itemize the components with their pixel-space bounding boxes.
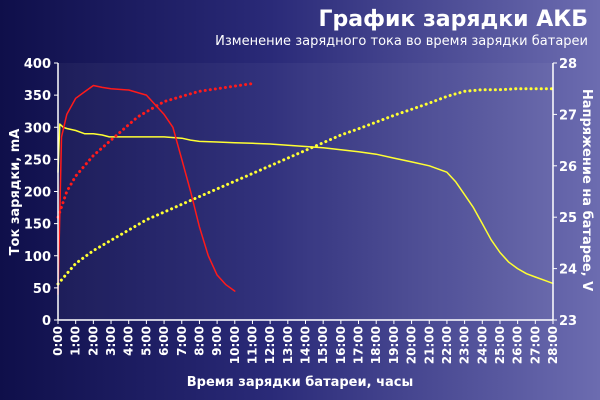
y-tick-label: 250: [24, 153, 51, 168]
y2-tick-label: 23: [559, 314, 577, 329]
x-tick-label: 8:00: [192, 326, 206, 356]
y2-tick-label: 24: [559, 263, 577, 278]
series-line-1: [57, 84, 236, 296]
x-axis-label: Время зарядки батареи, часы: [187, 375, 413, 390]
x-tick-label: 15:00: [316, 326, 330, 364]
y-tick-label: 100: [24, 250, 51, 265]
y-tick-label: 150: [24, 218, 51, 233]
y-tick-label: 300: [24, 121, 51, 136]
axes-layer: 0 50 100 150 200 250 300 350 400 23 24 25 26 27 28 0:00…: [24, 57, 577, 364]
y2-tick-label: 25: [559, 211, 577, 226]
x-tick-label: 19:00: [387, 326, 401, 364]
series-line-0: [57, 123, 554, 285]
x-tick-label: 20:00: [405, 326, 419, 364]
series-line-3: [56, 87, 555, 286]
y2-axis-label: Напряжение на батарее, V: [579, 89, 594, 291]
x-tick-label: 27:00: [528, 326, 542, 364]
y-tick-label: 0: [42, 314, 51, 329]
x-tick-label: 28:00: [546, 326, 560, 364]
y-tick-label: 50: [33, 282, 51, 297]
x-tick-label: 22:00: [440, 326, 454, 364]
y2-tick-label: 28: [559, 57, 577, 72]
x-tick-label: 14:00: [299, 326, 313, 364]
x-tick-label: 26:00: [511, 326, 525, 364]
x-tick-label: 7:00: [175, 326, 189, 356]
x-tick-label: 4:00: [122, 326, 136, 356]
x-tick-label: 3:00: [104, 326, 118, 356]
x-tick-label: 25:00: [493, 326, 507, 364]
plot-background: [58, 63, 553, 320]
series-layer: [56, 82, 555, 296]
y-axis-label: Ток зарядки, mA: [8, 129, 23, 256]
x-tick-label: 1:00: [69, 326, 83, 356]
y2-tick-label: 27: [559, 108, 577, 123]
x-tick-label: 18:00: [369, 326, 383, 364]
x-tick-label: 17:00: [352, 326, 366, 364]
x-tick-label: 13:00: [281, 326, 295, 364]
y2-tick-label: 26: [559, 160, 577, 175]
x-tick-label: 11:00: [246, 326, 260, 364]
x-tick-label: 16:00: [334, 326, 348, 364]
x-tick-label: 9:00: [210, 326, 224, 356]
x-tick-label: 6:00: [157, 326, 171, 356]
x-tick-label: 2:00: [86, 326, 100, 356]
chart-title: График зарядки АКБ: [319, 7, 589, 32]
x-tick-label: 21:00: [422, 326, 436, 364]
x-tick-label: 23:00: [458, 326, 472, 364]
y-tick-label: 200: [24, 186, 51, 201]
x-tick-label: 5:00: [139, 326, 153, 356]
x-tick-label: 10:00: [228, 326, 242, 364]
series-line-2: [56, 82, 254, 219]
x-tick-label: 12:00: [263, 326, 277, 364]
plot-area: [58, 63, 553, 320]
y-tick-label: 350: [24, 89, 51, 104]
x-tick-label: 0:00: [51, 326, 65, 356]
x-tick-label: 24:00: [475, 326, 489, 364]
y-tick-label: 400: [24, 57, 51, 72]
chart-subtitle: Изменение зарядного тока во время зарядк…: [215, 34, 588, 49]
